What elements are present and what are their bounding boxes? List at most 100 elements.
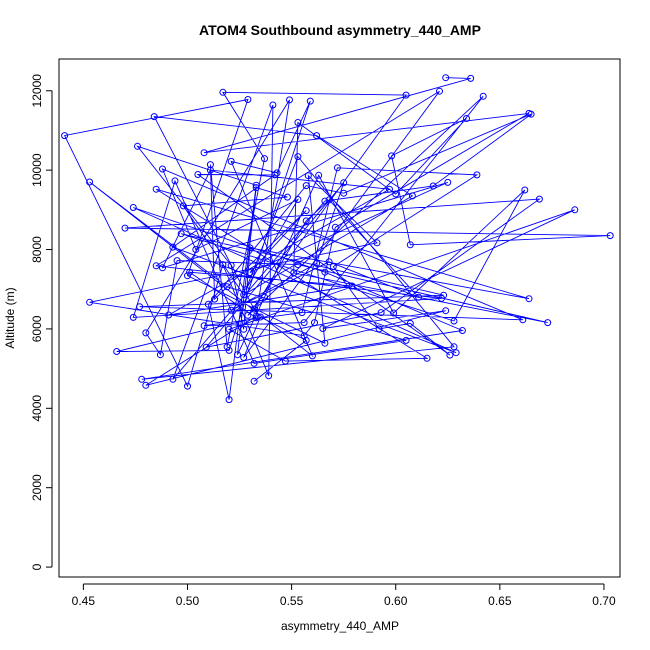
data-point (261, 155, 268, 163)
data-point (321, 197, 329, 205)
data-point (150, 113, 158, 121)
data-point (283, 193, 291, 201)
y-axis: 0 2000 4000 6000 8000 10000 12000 (30, 74, 53, 570)
data-point (544, 319, 552, 327)
data-point (169, 375, 177, 383)
y-tick-label: 12000 (30, 74, 44, 108)
data-point (152, 185, 160, 193)
data-point (444, 178, 452, 186)
data-point (194, 171, 202, 178)
data-point (286, 96, 293, 104)
y-tick-label: 0 (30, 563, 44, 570)
y-tick-label: 8000 (30, 236, 44, 263)
data-point (225, 396, 233, 404)
data-point (340, 179, 348, 187)
data-point (302, 217, 310, 225)
data-point (308, 352, 316, 360)
data-point (319, 325, 327, 332)
data-point (171, 177, 179, 185)
data-point (525, 295, 533, 303)
data-point (156, 351, 164, 359)
data-point (159, 165, 166, 173)
data-point (252, 314, 260, 322)
y-axis-label: Altitude (m) (3, 287, 17, 348)
data-point (136, 303, 144, 311)
data-point (204, 300, 212, 308)
data-point (304, 172, 312, 180)
data-point (184, 272, 191, 280)
data-point (467, 74, 475, 82)
data-point (186, 268, 194, 276)
x-tick-label: 0.70 (592, 594, 616, 608)
data-point (436, 87, 443, 95)
data-point (240, 325, 248, 333)
data-point (321, 268, 329, 276)
data-point (142, 381, 150, 389)
data-point (192, 246, 200, 253)
data-point (169, 243, 177, 251)
data-point (250, 305, 258, 313)
data-point (242, 286, 250, 294)
data-point (321, 339, 329, 347)
chart-title: ATOM4 Southbound asymmetry_440_AMP (199, 22, 481, 38)
data-point (415, 293, 423, 301)
data-point (438, 294, 445, 302)
data-point (250, 359, 258, 367)
data-point (521, 186, 529, 194)
data-point (348, 282, 356, 290)
data-point (606, 232, 614, 240)
data-point (386, 185, 393, 193)
data-point (571, 206, 579, 214)
x-tick-label: 0.60 (384, 594, 408, 608)
data-point (177, 230, 185, 238)
x-tick-label: 0.45 (72, 594, 96, 608)
data-point (406, 319, 414, 327)
series-points (61, 74, 614, 404)
data-point (452, 349, 460, 357)
x-tick-label: 0.50 (176, 594, 200, 608)
data-point (406, 241, 414, 249)
data-point (219, 88, 227, 96)
data-point (246, 244, 254, 252)
data-point (408, 192, 416, 200)
data-point (184, 382, 191, 390)
data-point (250, 377, 258, 385)
data-point (244, 311, 252, 319)
y-tick-label: 2000 (30, 474, 44, 501)
data-point (261, 293, 268, 301)
data-point (450, 317, 458, 325)
y-tick-label: 6000 (30, 315, 44, 342)
data-point (159, 264, 166, 272)
data-point (373, 239, 381, 247)
data-point (200, 149, 208, 157)
data-point (86, 178, 94, 186)
data-point (219, 261, 227, 269)
data-point (423, 354, 431, 362)
data-point (134, 142, 141, 150)
data-point (142, 329, 150, 337)
data-point (311, 319, 318, 327)
data-point (473, 171, 481, 179)
data-point (256, 313, 264, 321)
data-point (227, 261, 235, 269)
data-point (252, 184, 260, 192)
data-point (121, 224, 129, 232)
data-point (388, 152, 396, 160)
data-point (458, 327, 466, 334)
data-point (138, 375, 146, 383)
data-point (298, 309, 306, 317)
data-point (402, 91, 410, 99)
data-point (246, 269, 254, 277)
data-point (173, 257, 181, 265)
data-point (273, 169, 281, 177)
data-point (325, 196, 333, 204)
data-point (225, 325, 233, 333)
data-point (269, 101, 277, 109)
data-point (315, 171, 323, 179)
data-point (402, 336, 410, 344)
data-point (329, 263, 337, 271)
data-point (240, 354, 248, 361)
data-point (306, 97, 314, 105)
data-point (313, 259, 321, 267)
